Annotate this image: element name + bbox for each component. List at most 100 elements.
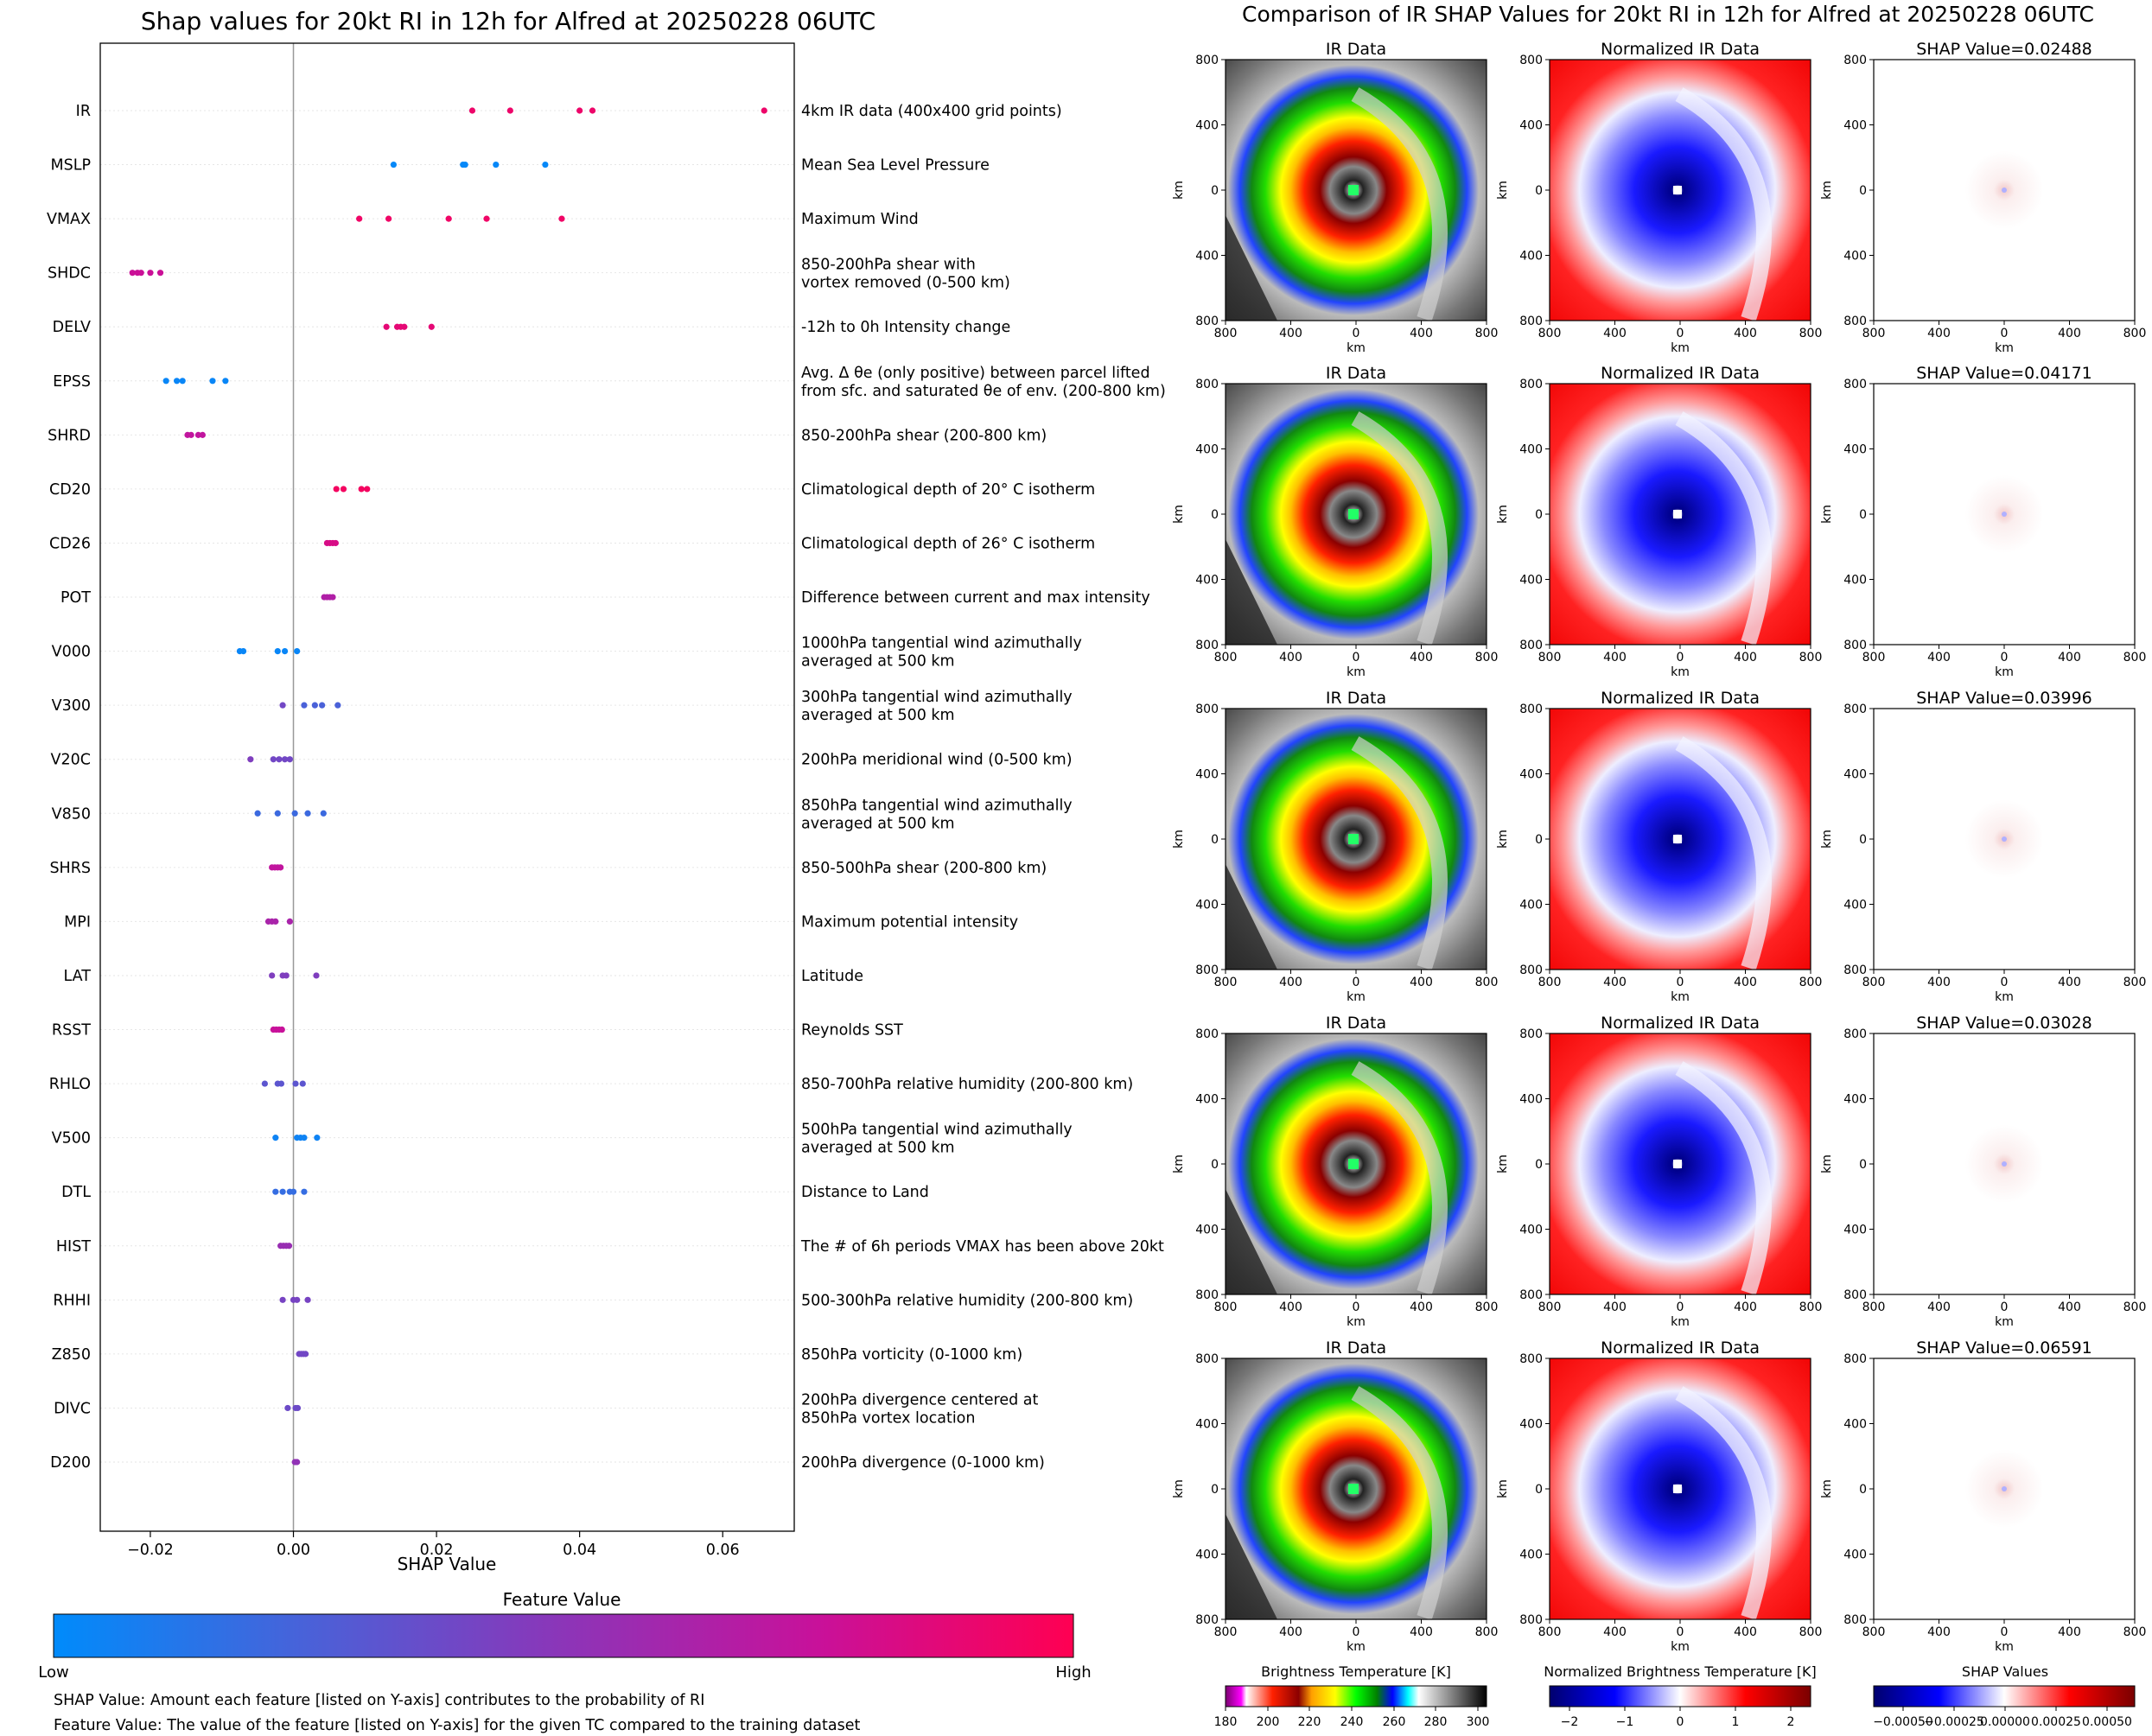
- eye-marker: [1672, 1485, 1682, 1493]
- x-axis-label: km: [1995, 341, 2014, 355]
- shap-point: [147, 270, 154, 277]
- shap-point: [332, 539, 339, 547]
- x-tick-label: 400: [1279, 651, 1302, 665]
- x-axis-label: km: [1995, 990, 2014, 1004]
- dark-region: [1226, 539, 1277, 645]
- y-tick-label: 800: [1843, 54, 1867, 67]
- x-tick-label: 800: [1538, 651, 1562, 665]
- feature-description: 1000hPa tangential wind azimuthally: [801, 635, 1082, 652]
- shap-point: [254, 810, 261, 817]
- feature-description: 850hPa vorticity (0-1000 km): [801, 1346, 1022, 1364]
- x-tick-label: 400: [1734, 327, 1757, 340]
- y-tick-label: 0: [1859, 508, 1867, 522]
- shap-point: [462, 161, 468, 169]
- colorbar-tick-label: 280: [1424, 1715, 1448, 1729]
- normalized-ir-panel: Normalized IR Data8008004004000040040080…: [1496, 1339, 1822, 1654]
- normalized-ir-panel: Normalized IR Data8008004004000040040080…: [1496, 1014, 1822, 1329]
- x-tick-label: 800: [1475, 327, 1499, 340]
- y-tick-label: 800: [1519, 315, 1543, 328]
- y-tick-label: 800: [1195, 1613, 1219, 1627]
- shap-point: [162, 378, 169, 385]
- image-panels: IR Data80080040040000400400800800kmkmNor…: [1172, 40, 2146, 1654]
- feature-description: averaged at 500 km: [801, 1140, 955, 1157]
- eye-marker: [2002, 512, 2007, 517]
- feature-description: from sfc. and saturated θe of env. (200-…: [801, 383, 1166, 400]
- shap-points: [129, 107, 767, 1466]
- feature-label: DTL: [61, 1184, 91, 1201]
- shap-point: [761, 107, 767, 114]
- shap-point: [294, 1459, 301, 1466]
- y-tick-label: 400: [1519, 768, 1543, 782]
- y-tick-label: 0: [1535, 508, 1543, 522]
- cloud-band: [1351, 87, 1448, 321]
- y-tick-label: 400: [1843, 1224, 1867, 1237]
- x-axis-label: km: [1347, 990, 1366, 1004]
- ir-comparison: Comparison of IR SHAP Values for 20kt RI…: [1172, 2, 2146, 1729]
- eye-marker: [1672, 835, 1682, 843]
- shap-point: [276, 756, 283, 763]
- shap-point: [279, 1296, 286, 1303]
- shap-point: [319, 702, 326, 709]
- x-axis-label: km: [1995, 1640, 2014, 1654]
- y-tick-label: 400: [1519, 119, 1543, 133]
- y-tick-label: 800: [1519, 639, 1543, 652]
- x-tick-label: 400: [2058, 651, 2081, 665]
- feature-description: 200hPa divergence centered at: [801, 1391, 1039, 1409]
- feature-description: 850-500hPa shear (200-800 km): [801, 860, 1047, 877]
- shap-point: [401, 323, 408, 330]
- x-tick-label: 0.00: [277, 1542, 310, 1559]
- colorbar-low-label: Low: [38, 1663, 68, 1682]
- y-tick-label: 400: [1843, 1418, 1867, 1432]
- normalized-ir-panel: Normalized IR Data8008004004000040040080…: [1496, 40, 1822, 355]
- feature-label: DIVC: [54, 1400, 91, 1417]
- shap-point: [199, 431, 206, 438]
- x-axis-label: km: [1671, 1315, 1690, 1329]
- shap-point: [269, 972, 276, 979]
- feature-description: 500-300hPa relative humidity (200-800 km…: [801, 1292, 1133, 1309]
- y-tick-label: 800: [1843, 1027, 1867, 1041]
- y-axis-label: km: [1172, 1479, 1186, 1498]
- y-tick-label: 400: [1843, 899, 1867, 913]
- y-tick-label: 400: [1195, 1093, 1219, 1107]
- x-tick-label: 400: [1734, 976, 1757, 989]
- x-axis-label: km: [1347, 341, 1366, 355]
- y-tick-label: 800: [1519, 1352, 1543, 1366]
- x-tick-label: 400: [1603, 976, 1627, 989]
- colorbar-tick-label: −0.00025: [1924, 1715, 1984, 1729]
- y-tick-label: 800: [1519, 54, 1543, 67]
- shap-point: [299, 1080, 306, 1087]
- shap-point: [284, 1404, 291, 1412]
- shap-point: [137, 270, 144, 277]
- normalized-ir-panel: Normalized IR Data8008004004000040040080…: [1496, 689, 1822, 1004]
- shap-value-panel: SHAP Value=0.041718008004004000040040080…: [1820, 364, 2146, 679]
- y-tick-label: 400: [1195, 1224, 1219, 1237]
- feature-description: Difference between current and max inten…: [801, 589, 1150, 607]
- feature-description: Climatological depth of 20° C isotherm: [801, 481, 1095, 499]
- y-axis-label: km: [1496, 830, 1510, 849]
- panel-title: SHAP Value=0.06591: [1916, 1339, 2092, 1358]
- shap-point: [279, 1188, 286, 1195]
- x-tick-label: 0.06: [706, 1542, 740, 1559]
- feature-description: Avg. Δ θe (only positive) between parcel…: [801, 365, 1150, 382]
- shap-point: [506, 107, 513, 114]
- feature-label: DELV: [53, 319, 91, 336]
- x-tick-label: 400: [1603, 327, 1627, 340]
- feature-description: averaged at 500 km: [801, 707, 955, 724]
- y-axis-label: km: [1820, 1479, 1834, 1498]
- x-tick-label: 800: [2123, 651, 2147, 665]
- y-tick-label: 400: [1519, 1548, 1543, 1562]
- y-axis-label: km: [1820, 1154, 1834, 1173]
- shap-point: [334, 702, 341, 709]
- shap-point: [283, 972, 290, 979]
- x-tick-label: 800: [1214, 1625, 1238, 1639]
- feature-description: vortex removed (0-500 km): [801, 275, 1010, 292]
- y-tick-label: 800: [1843, 639, 1867, 652]
- x-tick-label: 400: [2058, 1300, 2081, 1314]
- cloud-band: [1675, 87, 1772, 321]
- y-tick-label: 0: [1211, 184, 1219, 198]
- y-tick-label: 400: [1843, 1093, 1867, 1107]
- shap-point: [301, 702, 308, 709]
- x-tick-label: −0.02: [127, 1542, 174, 1559]
- x-axis-label: km: [1671, 665, 1690, 679]
